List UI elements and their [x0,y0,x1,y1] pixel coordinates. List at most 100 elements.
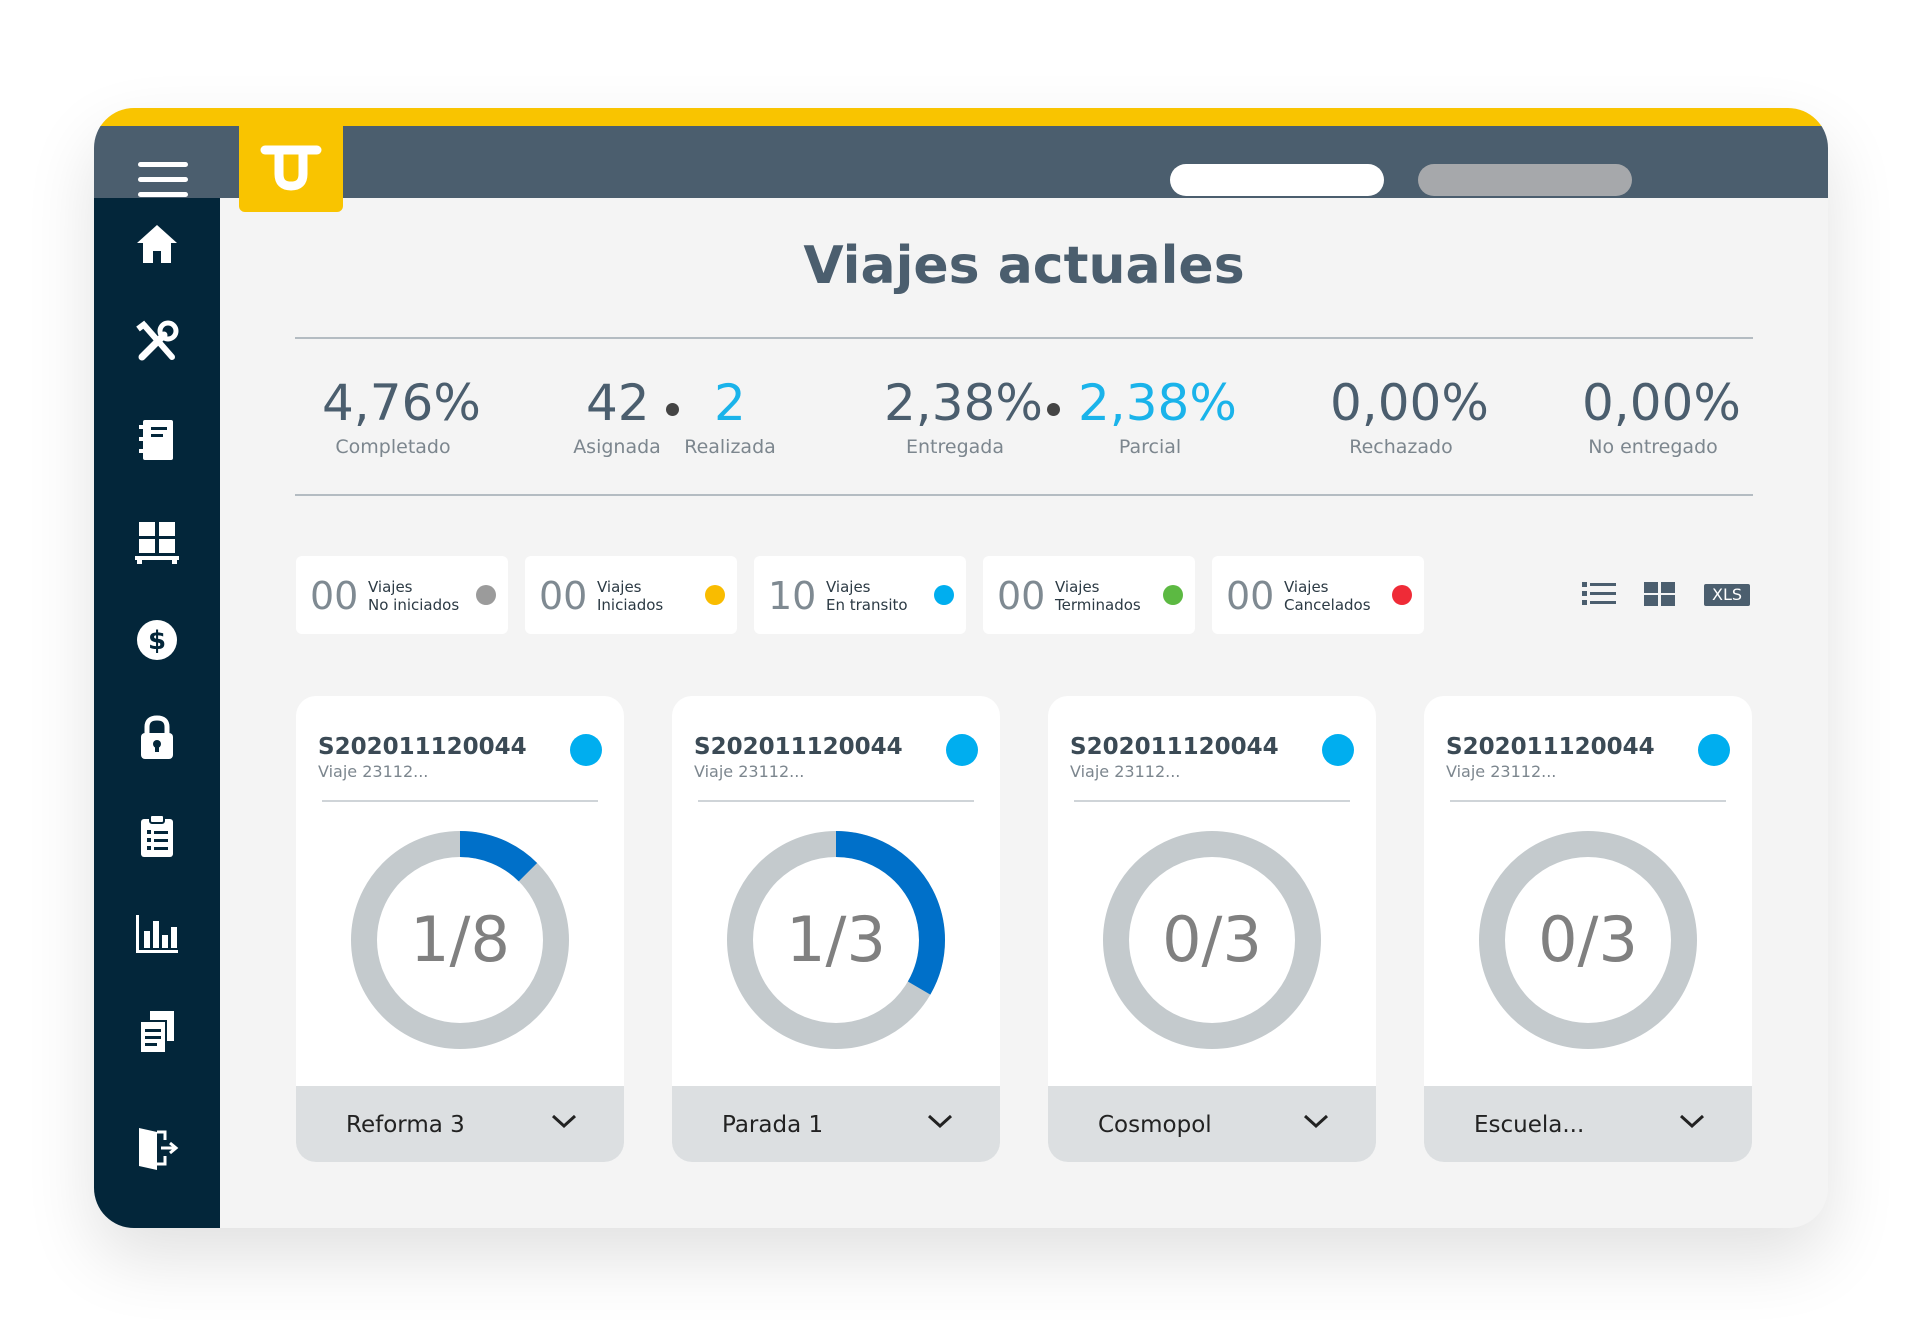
trip-status-dot [946,734,978,766]
chevron-down-icon[interactable] [1678,1112,1706,1134]
status-line2: Iniciados [597,596,664,614]
trip-card[interactable]: S202011120044 Viaje 23112... 0/3 Cosmopo… [1048,696,1376,1162]
pallet-boxes-icon[interactable] [131,516,183,568]
chevron-down-icon[interactable] [550,1112,578,1134]
trip-card[interactable]: S202011120044 Viaje 23112... 1/8 Reforma… [296,696,624,1162]
status-filter-cancelados[interactable]: 00 Viajes Cancelados [1212,556,1424,634]
trip-status-dot [1698,734,1730,766]
card-footer-dropdown[interactable]: Parada 1 [672,1086,1000,1162]
progress-fraction: 0/3 [1162,903,1262,976]
divider-top [295,337,1753,339]
status-filter-terminados[interactable]: 00 Viajes Terminados [983,556,1195,634]
trip-code: S202011120044 [1070,734,1279,760]
completado-label: Completado [335,436,451,458]
list-view-icon[interactable] [1582,580,1616,612]
card-divider [322,800,598,802]
status-dot [476,585,496,605]
status-line1: Viajes [1055,578,1100,596]
progress-ring: 1/3 [726,830,946,1050]
notebook-icon[interactable] [131,414,183,466]
chevron-down-icon[interactable] [926,1112,954,1134]
status-line1: Viajes [1284,578,1329,596]
card-footer-dropdown[interactable]: Cosmopol [1048,1086,1376,1162]
grid-view-icon[interactable] [1644,580,1676,612]
clipboard-icon[interactable] [131,810,183,862]
trip-subtitle: Viaje 23112... [1070,762,1181,781]
status-count: 00 [1226,574,1275,618]
lock-icon[interactable] [131,712,183,764]
progress-ring: 1/8 [350,830,570,1050]
status-dot [705,585,725,605]
card-footer-dropdown[interactable]: Reforma 3 [296,1086,624,1162]
trip-subtitle: Viaje 23112... [694,762,805,781]
home-icon[interactable] [131,218,183,270]
trip-card[interactable]: S202011120044 Viaje 23112... 1/3 Parada … [672,696,1000,1162]
status-count: 00 [310,574,359,618]
trip-status-dot [570,734,602,766]
card-footer-dropdown[interactable]: Escuela... [1424,1086,1752,1162]
separator-dot [1047,403,1060,416]
trip-card[interactable]: S202011120044 Viaje 23112... 0/3 Escuela… [1424,696,1752,1162]
stop-name: Cosmopol [1098,1112,1212,1138]
trip-code: S202011120044 [1446,734,1655,760]
status-dot [1163,585,1183,605]
status-line1: Viajes [368,578,413,596]
dollar-icon[interactable]: $ [131,614,183,666]
rechazado-value: 0,00% [1330,374,1489,432]
status-filter-iniciados[interactable]: 00 Viajes Iniciados [525,556,737,634]
card-divider [698,800,974,802]
realizada-label: Realizada [684,436,776,458]
status-count: 10 [768,574,817,618]
company-logo-icon[interactable] [239,126,343,212]
status-count: 00 [997,574,1046,618]
stop-name: Escuela... [1474,1112,1585,1138]
parcial-value: 2,38% [1078,374,1237,432]
ring-progress [351,831,569,1049]
status-filter-no-iniciados[interactable]: 00 Viajes No iniciados [296,556,508,634]
bar-chart-icon[interactable] [131,908,183,960]
progress-fraction: 0/3 [1538,903,1638,976]
entregada-label: Entregada [906,436,1004,458]
status-dot [934,585,954,605]
status-line1: Viajes [597,578,642,596]
page-title: Viajes actuales [803,236,1245,296]
progress-fraction: 1/8 [410,903,510,976]
realizada-value: 2 [714,374,746,432]
tools-icon[interactable] [131,316,183,368]
progress-fraction: 1/3 [786,903,886,976]
status-line2: No iniciados [368,596,460,614]
ring-track [1479,831,1697,1049]
documents-icon[interactable] [131,1006,183,1058]
status-line1: Viajes [826,578,871,596]
ring-track [1103,831,1321,1049]
parcial-label: Parcial [1118,436,1182,458]
status-dot [1392,585,1412,605]
stop-name: Reforma 3 [346,1112,465,1138]
header-search-bar[interactable] [1170,164,1384,196]
asignada-label: Asignada [573,436,661,458]
status-line2: En transito [826,596,908,614]
hamburger-menu-icon[interactable] [138,162,188,200]
completado-value: 4,76% [322,374,481,432]
svg-text:$: $ [148,626,166,656]
status-line2: Cancelados [1284,596,1371,614]
status-line2: Terminados [1055,596,1141,614]
asignada-value: 42 [586,374,650,432]
trip-subtitle: Viaje 23112... [318,762,429,781]
logout-door-icon[interactable] [131,1122,183,1174]
rechazado-label: Rechazado [1349,436,1453,458]
card-divider [1074,800,1350,802]
app-window: $ Viajes actuales 4,76% Completado 42 2 … [94,108,1828,1228]
entregada-value: 2,38% [884,374,1043,432]
status-filter-en-transito[interactable]: 10 Viajes En transito [754,556,966,634]
card-divider [1450,800,1726,802]
ring-progress [727,831,945,1049]
trip-code: S202011120044 [694,734,903,760]
top-bar [94,126,1828,198]
chevron-down-icon[interactable] [1302,1112,1330,1134]
export-xls-button[interactable]: XLS [1704,584,1750,606]
stop-name: Parada 1 [722,1112,824,1138]
progress-ring: 0/3 [1102,830,1322,1050]
separator-dot [666,403,679,416]
header-user-bar[interactable] [1418,164,1632,196]
